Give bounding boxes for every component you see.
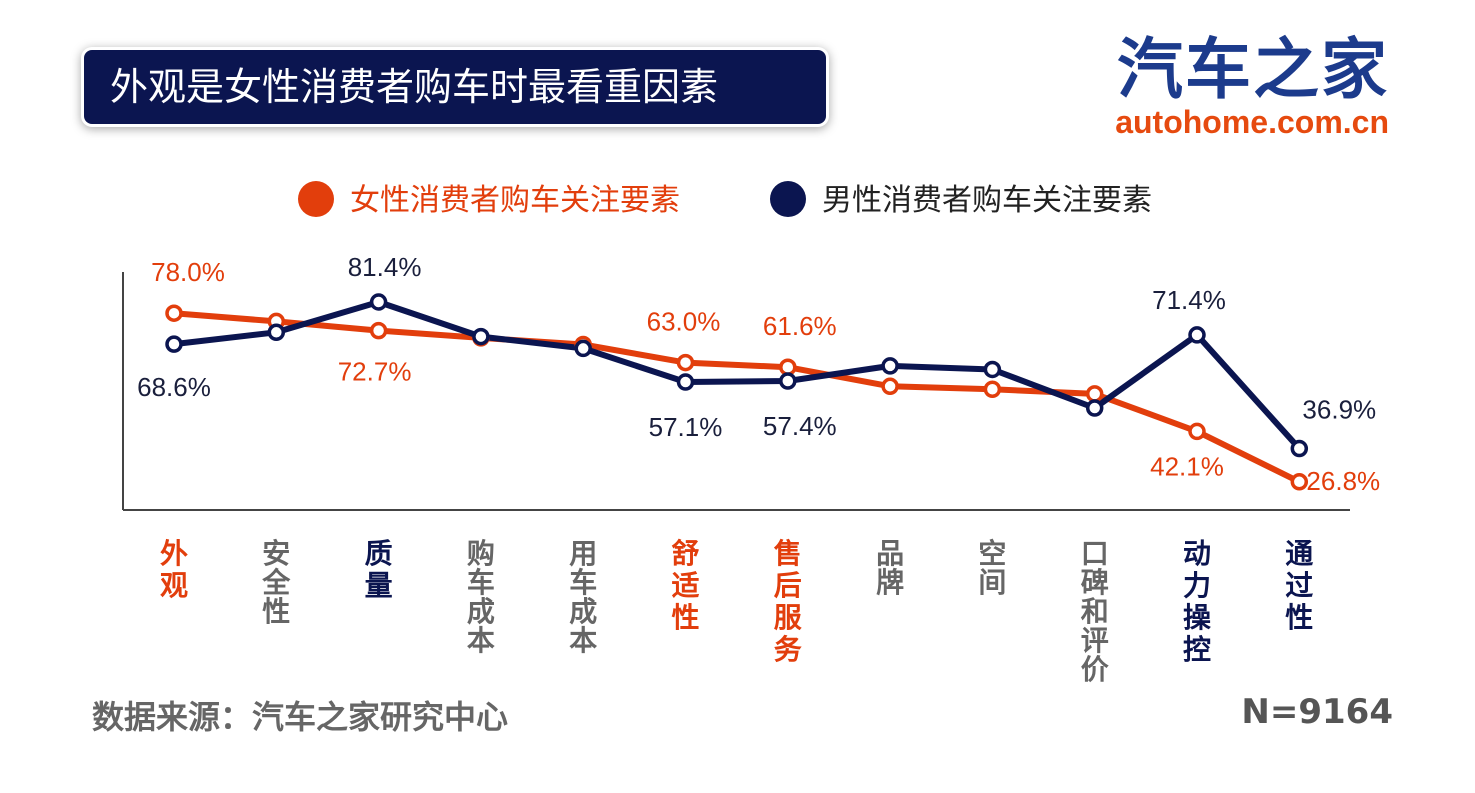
category-label-5: 舒适性 [671,537,699,634]
data-point-female-10 [1188,422,1206,441]
data-point-female-7 [881,377,899,396]
data-label-female-0: 78.0% [151,257,225,287]
data-point-male-5 [676,373,695,391]
data-label-female-2: 72.7% [338,357,412,387]
legend: 女性消费者购车关注要素 男性消费者购车关注要素 [298,181,1152,218]
data-label-male-0: 68.6% [137,372,211,402]
data-label-female-5: 63.0% [647,307,721,337]
page-title: 外观是女性消费者购车时最看重因素 [110,65,719,109]
data-label-male-6: 57.4% [763,411,837,441]
data-point-female-0 [165,304,183,322]
data-labels: 78.0% 72.7% 63.0% 61.6% 42.1% 26.8% 68.6% 81.4%… [137,252,1380,496]
logo-autohome-cn: 汽车之家 [1117,31,1389,108]
data-point-female-9 [1085,385,1104,403]
category-label-10: 动力操控 [1183,537,1211,666]
category-label-0: 外观 [160,537,188,602]
data-point-male-9 [1085,399,1104,417]
data-points [165,293,1309,491]
series-lines [173,299,1302,485]
data-point-male-4 [574,339,592,358]
data-point-female-8 [983,380,1002,399]
chart-axes [122,272,1350,511]
category-label-4: 用车成本 [569,537,597,657]
data-point-female-5 [676,353,695,372]
data-point-female-11 [1290,473,1309,491]
legend-label-female: 女性消费者购车关注要素 [350,183,680,218]
data-point-male-0 [165,335,183,353]
data-label-female-10: 42.1% [1150,451,1224,481]
data-label-male-5: 57.1% [649,412,723,442]
logo-autohome-en: autohome.com.cn [1115,104,1389,140]
category-label-3: 购车成本 [467,537,495,657]
category-label-11: 通过性 [1285,537,1313,634]
data-label-female-11: 26.8% [1306,466,1380,496]
title-banner: 外观是女性消费者购车时最看重因素 [84,50,826,124]
category-label-1: 安全性 [261,537,291,628]
legend-label-male: 男性消费者购车关注要素 [822,183,1152,218]
category-label-2: 质量 [365,537,393,602]
legend-marker-female [298,181,334,217]
data-source: 数据来源：汽车之家研究中心 [92,698,509,736]
data-label-male-2: 81.4% [348,252,422,282]
data-label-male-10: 71.4% [1152,285,1226,315]
category-label-7: 品牌 [876,537,904,599]
data-point-male-7 [881,357,899,375]
data-label-female-6: 61.6% [763,311,837,341]
data-point-female-6 [779,358,797,376]
data-point-male-10 [1188,326,1206,344]
legend-marker-male [770,181,806,217]
data-point-male-1 [267,323,286,342]
series-line-female [173,310,1301,485]
category-label-6: 售后服务 [774,537,803,666]
sample-size: N=9164 [1241,692,1393,732]
data-point-male-2 [369,293,388,311]
data-point-male-3 [472,327,490,346]
data-point-female-2 [369,321,388,340]
category-label-8: 空间 [978,537,1006,599]
series-line-male [173,299,1302,451]
category-labels: 外观 安全性 质量 购车成本 用车成本 舒适性 售后服务 品牌 空间 口碑和评价 动力操控 通过性 [160,537,1313,686]
data-point-male-11 [1290,439,1309,458]
data-point-male-8 [983,360,1002,379]
data-label-male-11: 36.9% [1302,395,1376,425]
category-label-9: 口碑和评价 [1081,537,1110,686]
data-point-male-6 [779,372,797,390]
